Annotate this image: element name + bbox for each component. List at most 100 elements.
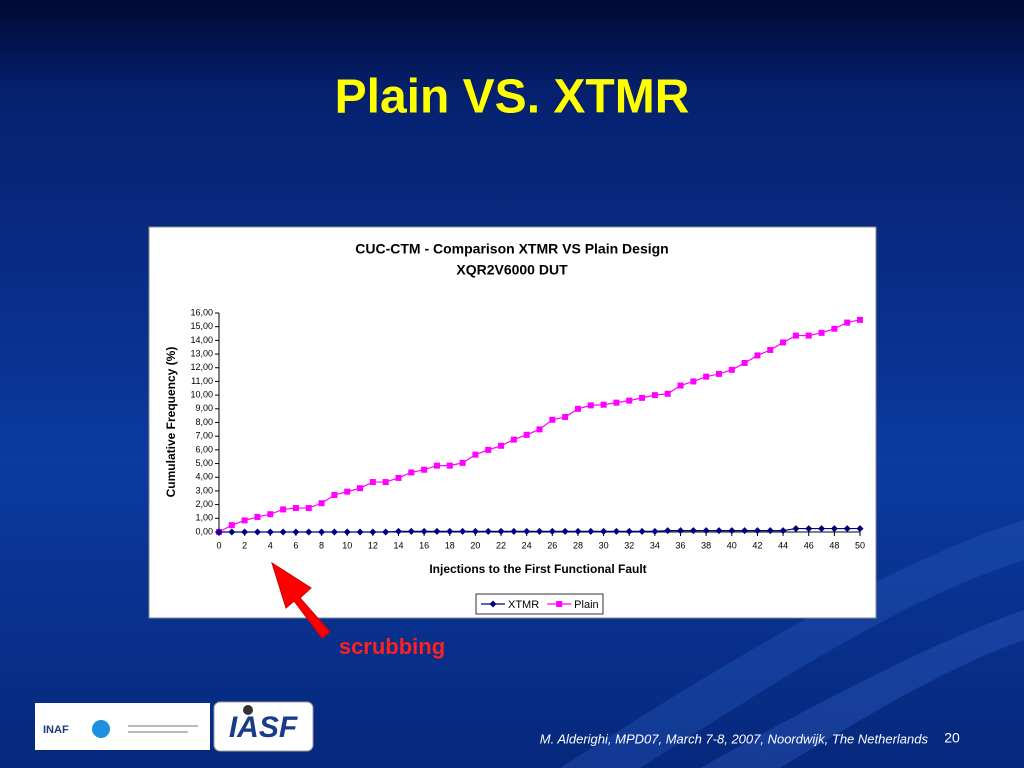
x-tick-label: 14 xyxy=(393,540,403,550)
marker xyxy=(857,316,863,323)
marker xyxy=(523,431,530,438)
marker xyxy=(498,442,505,449)
footer: M. Alderighi, MPD07, March 7-8, 2007, No… xyxy=(540,731,929,746)
marker xyxy=(446,527,454,535)
marker xyxy=(241,517,248,524)
x-tick-label: 8 xyxy=(319,540,324,550)
marker xyxy=(241,528,249,536)
logo-text: INAF xyxy=(43,724,69,736)
marker xyxy=(703,373,710,380)
marker xyxy=(715,527,723,535)
marker xyxy=(305,505,312,512)
x-tick-label: 12 xyxy=(368,540,378,550)
marker xyxy=(779,527,787,535)
marker xyxy=(651,527,659,535)
marker xyxy=(626,397,633,404)
marker xyxy=(471,527,479,535)
marker xyxy=(741,359,748,366)
chart-title: CUC-CTM - Comparison XTMR VS Plain Desig… xyxy=(355,241,668,257)
x-tick-label: 42 xyxy=(752,540,762,550)
marker xyxy=(369,479,376,486)
marker xyxy=(472,451,479,458)
logo-line xyxy=(128,725,198,727)
legend-label: Plain xyxy=(574,599,598,611)
marker xyxy=(267,511,274,518)
logo-icon xyxy=(92,720,110,738)
marker xyxy=(561,527,569,535)
marker xyxy=(408,469,415,476)
marker xyxy=(330,528,338,536)
marker xyxy=(844,319,851,326)
marker xyxy=(459,459,466,466)
marker xyxy=(215,528,223,536)
slide-title: Plain VS. XTMR xyxy=(335,71,690,124)
marker xyxy=(664,390,671,397)
marker xyxy=(792,332,799,339)
marker xyxy=(395,474,402,481)
x-tick-label: 20 xyxy=(470,540,480,550)
marker xyxy=(612,527,620,535)
logo-iasf xyxy=(213,701,314,752)
x-tick-label: 50 xyxy=(855,540,865,550)
marker xyxy=(830,525,838,533)
marker xyxy=(677,382,684,389)
marker xyxy=(421,466,428,473)
y-tick-label: 12,00 xyxy=(190,362,213,372)
x-tick-label: 26 xyxy=(547,540,557,550)
marker xyxy=(587,527,595,535)
marker xyxy=(292,528,300,536)
marker xyxy=(485,446,492,453)
y-tick-label: 2,00 xyxy=(195,499,213,509)
x-tick-label: 34 xyxy=(650,540,660,550)
x-tick-label: 28 xyxy=(573,540,583,550)
y-tick-label: 15,00 xyxy=(190,321,213,331)
marker xyxy=(548,527,556,535)
marker xyxy=(357,485,364,492)
x-tick-label: 2 xyxy=(242,540,247,550)
marker xyxy=(702,527,710,535)
marker xyxy=(625,527,633,535)
marker xyxy=(587,402,594,409)
arrow xyxy=(271,561,331,639)
y-tick-label: 4,00 xyxy=(195,472,213,482)
y-axis-label: Cumulative Frequency (%) xyxy=(164,347,178,498)
y-tick-label: 0,00 xyxy=(195,526,213,536)
x-tick-label: 40 xyxy=(727,540,737,550)
marker xyxy=(715,370,722,377)
x-axis-label: Injections to the First Functional Fault xyxy=(429,562,646,576)
legend-label: XTMR xyxy=(508,599,539,611)
x-tick-label: 10 xyxy=(342,540,352,550)
marker xyxy=(664,527,672,535)
marker xyxy=(420,527,428,535)
marker xyxy=(343,528,351,536)
marker xyxy=(639,394,646,401)
y-tick-label: 9,00 xyxy=(195,403,213,413)
marker xyxy=(446,462,453,469)
marker xyxy=(305,528,313,536)
marker xyxy=(382,528,390,536)
marker xyxy=(767,346,774,353)
marker xyxy=(792,525,800,533)
x-tick-label: 18 xyxy=(445,540,455,550)
marker xyxy=(780,339,787,346)
annotation: scrubbing xyxy=(339,634,445,659)
x-tick-label: 6 xyxy=(293,540,298,550)
marker xyxy=(510,527,518,535)
x-tick-label: 24 xyxy=(522,540,532,550)
marker xyxy=(600,401,607,408)
y-tick-label: 5,00 xyxy=(195,458,213,468)
marker xyxy=(489,600,497,608)
marker xyxy=(331,492,338,499)
logo-line xyxy=(128,731,188,733)
y-tick-label: 11,00 xyxy=(191,376,213,386)
marker xyxy=(818,525,826,533)
marker xyxy=(523,527,531,535)
y-tick-label: 10,00 xyxy=(190,390,213,400)
marker xyxy=(279,528,287,536)
logo-text: IASF xyxy=(229,711,298,744)
marker xyxy=(766,527,774,535)
y-tick-label: 14,00 xyxy=(190,335,213,345)
x-tick-label: 38 xyxy=(701,540,711,550)
x-tick-label: 16 xyxy=(419,540,429,550)
